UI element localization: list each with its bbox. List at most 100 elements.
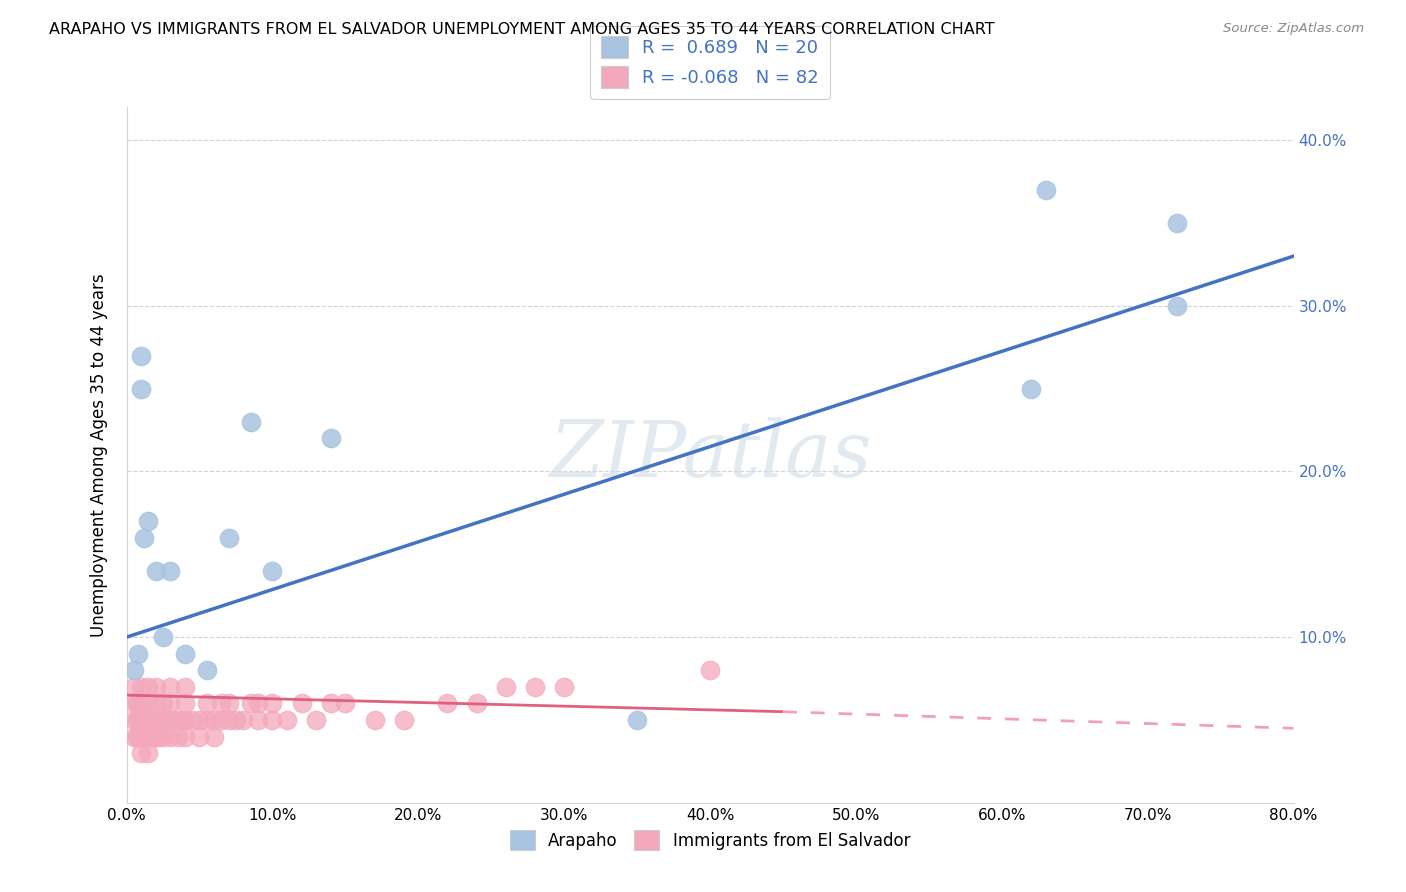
Point (195, 697, 218, 711)
Point (152, 713, 174, 727)
Point (142, 730, 165, 744)
Point (290, 697, 312, 711)
Text: Source: ZipAtlas.com: Source: ZipAtlas.com (1223, 22, 1364, 36)
Point (181, 713, 204, 727)
Text: ZIPatlas: ZIPatlas (548, 417, 872, 493)
Point (129, 680, 152, 694)
Point (129, 746, 152, 760)
Point (524, 680, 547, 694)
Point (159, 680, 181, 694)
Point (262, 713, 284, 727)
Point (319, 697, 342, 711)
Point (132, 697, 155, 711)
Point (436, 697, 458, 711)
Point (138, 680, 160, 694)
Point (127, 713, 149, 727)
Point (218, 697, 240, 711)
Point (1019, 382, 1042, 396)
Point (159, 564, 181, 578)
Point (174, 647, 197, 661)
Point (188, 713, 211, 727)
Point (553, 680, 575, 694)
Point (246, 697, 269, 711)
Point (138, 713, 160, 727)
Point (122, 697, 145, 711)
Point (465, 697, 488, 711)
Point (125, 730, 148, 744)
Point (166, 713, 188, 727)
Point (129, 713, 152, 727)
Point (148, 730, 170, 744)
Point (152, 697, 174, 711)
Point (174, 730, 197, 744)
Point (138, 730, 160, 744)
Point (218, 713, 240, 727)
Point (495, 680, 517, 694)
Point (174, 680, 197, 694)
Point (148, 713, 170, 727)
Point (166, 730, 188, 744)
Point (195, 663, 218, 677)
Point (145, 697, 167, 711)
Point (127, 697, 149, 711)
Point (1035, 183, 1057, 197)
Point (699, 663, 721, 677)
Point (1166, 216, 1188, 230)
Point (129, 382, 152, 396)
Point (156, 713, 179, 727)
Point (239, 415, 262, 429)
Point (122, 680, 145, 694)
Point (170, 713, 193, 727)
Point (132, 730, 155, 744)
Point (129, 697, 152, 711)
Point (202, 713, 225, 727)
Point (262, 697, 284, 711)
Point (134, 730, 156, 744)
Point (626, 713, 648, 727)
Point (159, 713, 181, 727)
Point (145, 713, 167, 727)
Point (125, 713, 148, 727)
Point (209, 697, 232, 711)
Point (305, 713, 328, 727)
Point (125, 697, 148, 711)
Point (202, 730, 225, 744)
Point (152, 730, 174, 744)
Point (142, 713, 165, 727)
Point (128, 730, 150, 744)
Point (138, 697, 160, 711)
Y-axis label: Unemployment Among Ages 35 to 44 years: Unemployment Among Ages 35 to 44 years (90, 273, 108, 637)
Point (132, 531, 155, 545)
Point (239, 697, 262, 711)
Point (129, 730, 152, 744)
Point (122, 730, 145, 744)
Point (392, 713, 415, 727)
Point (209, 713, 232, 727)
Point (218, 531, 240, 545)
Text: ARAPAHO VS IMMIGRANTS FROM EL SALVADOR UNEMPLOYMENT AMONG AGES 35 TO 44 YEARS CO: ARAPAHO VS IMMIGRANTS FROM EL SALVADOR U… (49, 22, 995, 37)
Point (159, 730, 181, 744)
Point (152, 630, 174, 644)
Point (129, 349, 152, 363)
Point (134, 713, 156, 727)
Point (1166, 299, 1188, 313)
Point (132, 713, 155, 727)
Point (174, 713, 197, 727)
Point (225, 713, 247, 727)
Point (159, 697, 181, 711)
Point (319, 431, 342, 445)
Point (232, 713, 254, 727)
Point (145, 564, 167, 578)
Point (188, 730, 211, 744)
Point (174, 697, 197, 711)
Point (276, 713, 298, 727)
Legend: Arapaho, Immigrants from El Salvador: Arapaho, Immigrants from El Salvador (503, 823, 917, 857)
Point (195, 713, 218, 727)
Point (145, 730, 167, 744)
Point (138, 514, 160, 528)
Point (127, 647, 149, 661)
Point (122, 663, 145, 677)
Point (246, 713, 269, 727)
Point (262, 564, 284, 578)
Point (335, 697, 357, 711)
